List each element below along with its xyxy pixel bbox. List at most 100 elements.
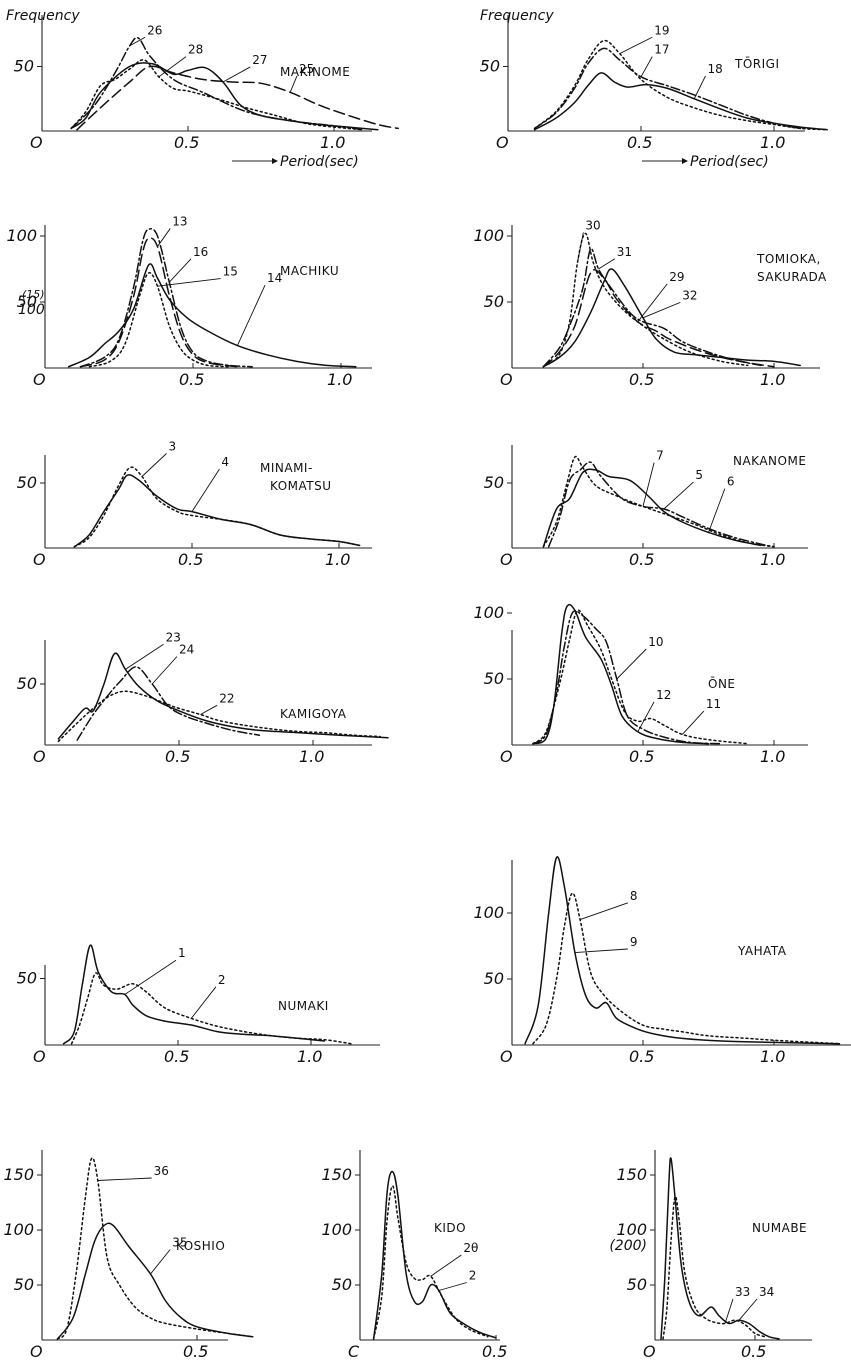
callout-label: 2θ — [463, 1241, 478, 1255]
callout-leader — [124, 959, 177, 995]
callout-leader — [157, 278, 221, 287]
series-31 — [542, 248, 762, 368]
callout-label: 16 — [193, 245, 208, 259]
series-5 — [542, 455, 775, 548]
callout-leader — [663, 481, 694, 510]
callout-label: 12 — [656, 688, 671, 702]
callout-label: 1 — [178, 946, 186, 960]
series-1 — [62, 944, 326, 1045]
callout-leader — [598, 258, 616, 270]
panel-numaki: O 0.5 1.0 50 NUMAKI 1 2 — [17, 944, 380, 1066]
x-tick-label: 0.5 — [629, 370, 654, 389]
station-name: KIDO — [434, 1221, 466, 1235]
series-26 — [70, 36, 364, 131]
callout-label: 6 — [727, 475, 735, 489]
y-tick-label: 50 — [17, 969, 37, 988]
x-tick-label: 0.5 — [482, 1342, 507, 1361]
y-tick-label: 50 — [14, 1275, 34, 1294]
callout-leader — [724, 1298, 734, 1324]
callout-leader — [200, 704, 218, 715]
y-tick-label: 50 — [484, 669, 504, 688]
x-tick-label: O — [500, 370, 513, 389]
callout-label: 9 — [630, 935, 638, 949]
x-axis-label: Period(sec) — [690, 154, 769, 170]
station-name-line2: KOMATSU — [270, 479, 332, 493]
callout-leader — [708, 488, 726, 533]
callout-label: 4 — [221, 455, 229, 469]
callout-leader — [637, 283, 668, 323]
callout-label: 11 — [706, 697, 721, 711]
y-tick-label: 50 — [332, 1275, 352, 1294]
series-8 — [532, 892, 841, 1045]
y-tick-label: 50 — [484, 969, 504, 988]
callout-leader — [642, 462, 655, 507]
series-27 — [70, 62, 379, 131]
panel-makinome: O 0.5 1.0 50 MAKINOME 26 28 27 25 Frequency Period… — [6, 8, 399, 170]
callout-label: 30 — [585, 218, 600, 232]
x-tick-label: 0.5 — [183, 1342, 208, 1361]
series-21 — [372, 1170, 497, 1340]
x-tick-label: 0.5 — [741, 1342, 766, 1361]
x-tick-label: 1.0 — [760, 133, 785, 152]
x-tick-label: 0.5 — [164, 1047, 189, 1066]
x-tick-label: 1.0 — [297, 1047, 322, 1066]
callout-leader — [129, 36, 146, 47]
x-tick-label: 0.5 — [178, 550, 203, 569]
series-35 — [56, 1222, 254, 1340]
series-14 — [67, 263, 357, 368]
callout-leader — [150, 1249, 171, 1275]
callout-leader — [125, 643, 164, 670]
x-tick-label: C — [348, 1342, 360, 1361]
y-tick-label: 100 — [616, 1220, 647, 1239]
x-tick-label: 0.5 — [174, 133, 199, 152]
y-tick-label: 100 — [321, 1220, 352, 1239]
x-tick-label: 0.5 — [627, 133, 652, 152]
callout-leader — [168, 258, 192, 283]
callout-label: 18 — [708, 62, 723, 76]
station-name: NUMAKI — [278, 999, 329, 1013]
scale-note: (200) — [609, 1238, 647, 1254]
callout-label: 28 — [188, 43, 203, 57]
callout-label: 36 — [154, 1164, 169, 1178]
series-10 — [532, 610, 723, 745]
callout-leader — [616, 648, 647, 680]
callout-leader — [191, 468, 220, 512]
y-tick-label: 100 — [3, 1220, 34, 1239]
callout-leader — [577, 232, 584, 263]
callout-label: 32 — [682, 288, 697, 302]
station-name: YAHATA — [737, 944, 787, 958]
panel-koshio: O 0.5 150 100 50 KOSHIO 36 35 — [3, 1150, 254, 1361]
x-tick-label: O — [30, 133, 43, 152]
x-axis-arrowhead — [272, 158, 278, 164]
series-11 — [532, 609, 749, 745]
station-name: KOSHIO — [176, 1239, 225, 1253]
callout-label: 31 — [617, 245, 632, 259]
x-tick-label: 0.5 — [179, 370, 204, 389]
series-6 — [547, 461, 775, 548]
callout-leader — [289, 75, 298, 93]
station-name: TOMIOKA, — [756, 252, 821, 266]
y-tick-label: 50 — [480, 57, 500, 76]
callout-leader — [693, 75, 706, 99]
callout-leader — [681, 710, 705, 735]
callout-leader — [738, 1298, 758, 1321]
x-tick-label: 1.0 — [760, 550, 785, 569]
callout-label: 2 — [469, 1269, 477, 1283]
callout-label: 19 — [654, 23, 669, 37]
series-18 — [533, 72, 828, 131]
series-3 — [73, 466, 361, 548]
callout-leader — [438, 1282, 467, 1291]
series-33 — [662, 1195, 766, 1340]
station-name-line2: SAKURADA — [757, 270, 827, 284]
callout-label: 22 — [219, 691, 234, 705]
callout-leader — [141, 453, 167, 477]
callout-label: 33 — [735, 1285, 750, 1299]
callout-leader — [619, 36, 653, 55]
panel-tomioka: O 0.5 1.0 100 50 TOMIOKA, SAKURADA 30 31 29 32 — [473, 218, 827, 389]
callout-label: 15 — [223, 265, 238, 279]
panel-kido: C 0.5 150 100 50 KIDO 2θ 2 — [321, 1150, 507, 1361]
callout-label: 10 — [648, 635, 663, 649]
